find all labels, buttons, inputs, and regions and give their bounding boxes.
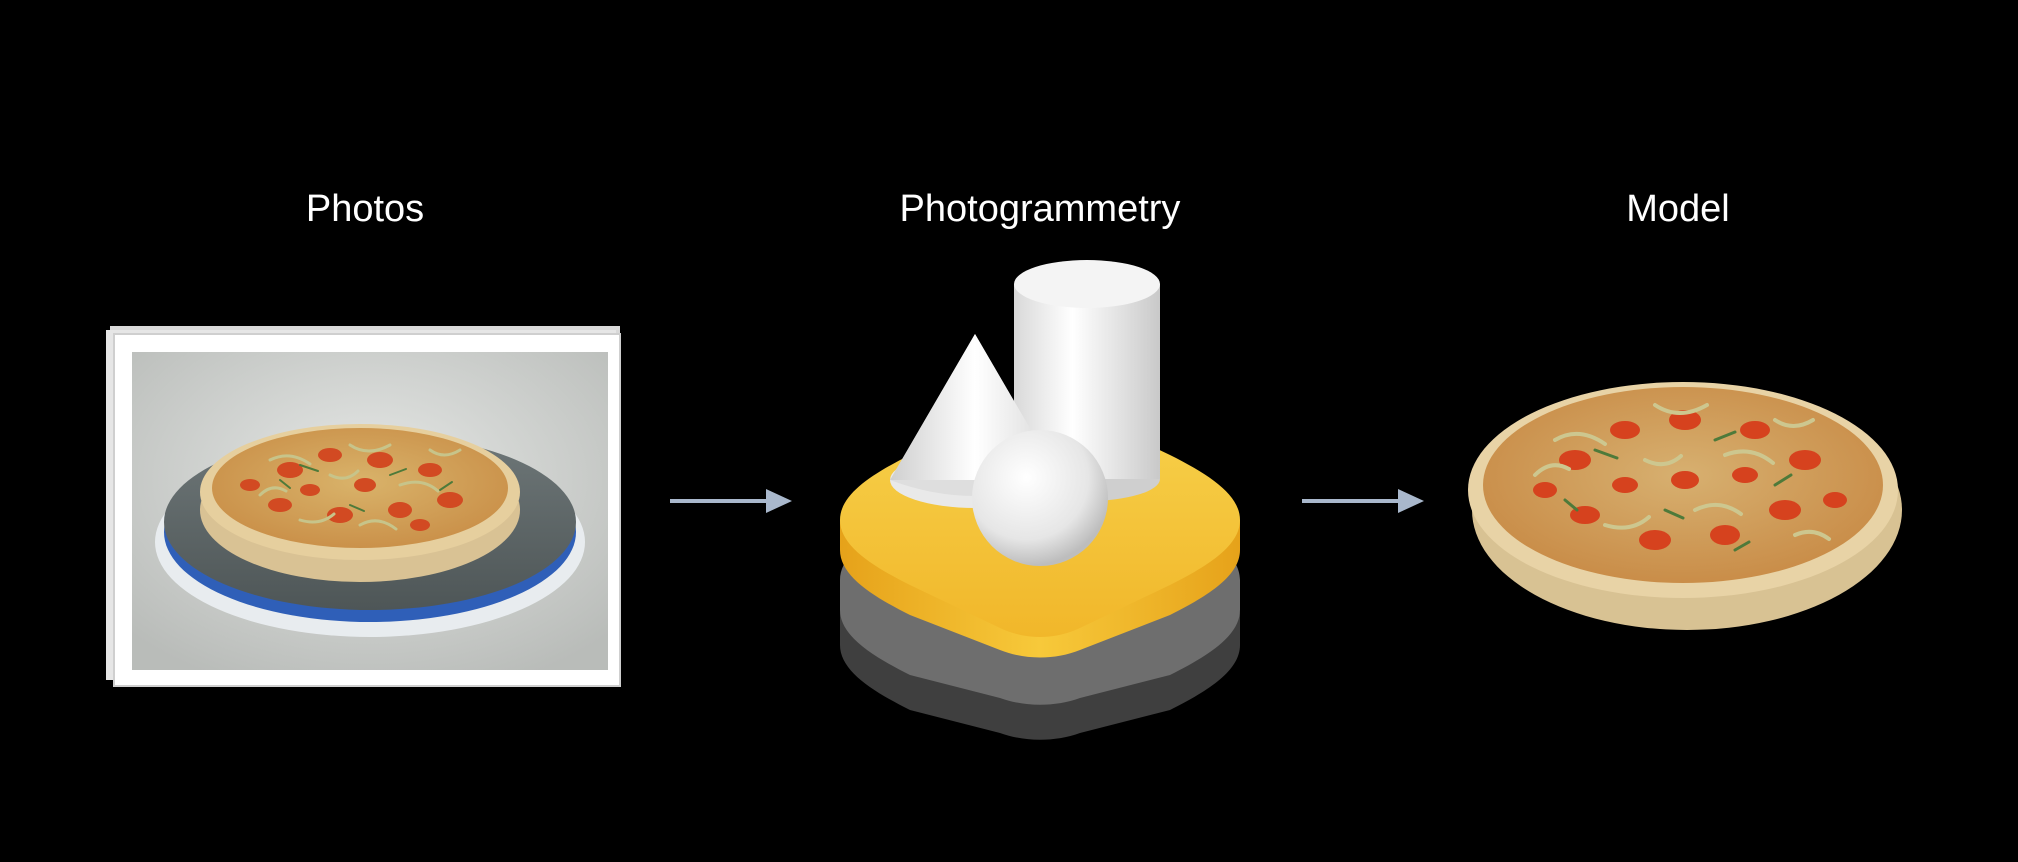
- photos-title: Photos: [305, 188, 425, 230]
- arrow-right-icon: [1300, 486, 1426, 516]
- reality-composer-icon: [830, 250, 1250, 740]
- model-title: Model: [1626, 188, 1730, 230]
- photogrammetry-title: Photogrammetry: [899, 188, 1181, 230]
- pizza-model-icon: [1455, 360, 1915, 660]
- photo-stack-icon: [100, 320, 630, 690]
- arrow-right-icon: [668, 486, 794, 516]
